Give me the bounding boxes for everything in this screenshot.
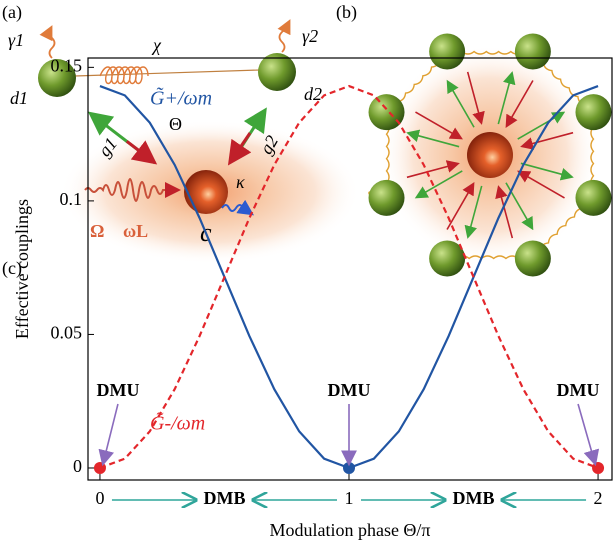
annotation: DMB bbox=[203, 488, 245, 508]
y-axis-label: Effective couplings bbox=[12, 199, 32, 339]
arrow-g1 bbox=[94, 115, 158, 165]
spring bbox=[539, 207, 584, 252]
emitter bbox=[514, 33, 551, 70]
arrow-out bbox=[446, 79, 475, 128]
emitter bbox=[575, 94, 612, 131]
arrow-out bbox=[406, 129, 460, 148]
emitter bbox=[429, 240, 466, 277]
series-line bbox=[99, 84, 599, 470]
panel-label: (c) bbox=[2, 258, 22, 279]
kappa-arrow bbox=[221, 199, 254, 216]
spring bbox=[396, 58, 441, 103]
emitter bbox=[575, 179, 612, 216]
label-gamma1: γ1 bbox=[8, 30, 24, 50]
spring bbox=[542, 61, 587, 106]
label-d1: d1 bbox=[10, 88, 28, 108]
plot-frame bbox=[87, 57, 613, 481]
emitter bbox=[514, 240, 551, 277]
spring bbox=[461, 50, 524, 55]
legend-label: G̃+/ωm bbox=[150, 86, 212, 109]
arrow-out bbox=[520, 162, 574, 181]
point-marker bbox=[93, 461, 106, 474]
legend-label: G̃-/ωm bbox=[150, 411, 205, 434]
emitter bbox=[368, 179, 405, 216]
label-d2: d2 bbox=[304, 84, 322, 104]
arrow-in bbox=[406, 160, 460, 179]
point-marker bbox=[592, 461, 605, 474]
arrow-g2 bbox=[227, 132, 252, 166]
annotation: DMU bbox=[96, 380, 139, 400]
spring bbox=[385, 121, 390, 184]
annotation: DMB bbox=[453, 488, 495, 508]
emitter-d2 bbox=[258, 53, 296, 91]
label-gamma2: γ2 bbox=[302, 26, 318, 46]
panel-c: (c) 0 0.05 0.1 0.15 0 1 2 Effective couplings Mo… bbox=[2, 55, 613, 540]
annotation-arrow bbox=[577, 403, 600, 467]
x-tick-label: 1 bbox=[345, 488, 354, 508]
arrow-in bbox=[446, 182, 475, 230]
arrow-in bbox=[495, 185, 514, 239]
emitter-d1 bbox=[38, 59, 76, 97]
emitter bbox=[429, 33, 466, 70]
arrow-in bbox=[520, 131, 574, 150]
point-marker bbox=[343, 461, 356, 474]
y-tick-label: 0.1 bbox=[60, 189, 83, 209]
spring bbox=[99, 66, 149, 85]
spring bbox=[456, 255, 519, 260]
decay-arrow bbox=[39, 25, 56, 59]
x-tick-label: 2 bbox=[594, 488, 603, 508]
decay-arrow bbox=[277, 19, 291, 53]
annotation-arrow bbox=[98, 403, 119, 467]
cavity bbox=[184, 170, 228, 214]
y-tick-label: 0.15 bbox=[51, 55, 83, 75]
cavity bbox=[467, 132, 513, 178]
label-omega: Ω bbox=[90, 221, 104, 241]
y-tick-label: 0 bbox=[73, 456, 82, 476]
label-theta: Θ bbox=[169, 114, 182, 134]
label-kappa: κ bbox=[236, 172, 245, 192]
y-tick-label: 0.05 bbox=[51, 323, 83, 343]
arrow-in bbox=[466, 71, 485, 125]
label-chi: χ bbox=[151, 35, 162, 55]
arrow-in bbox=[517, 170, 565, 199]
x-tick-label: 0 bbox=[95, 488, 104, 508]
panel-a: (a) γ1 χ γ2 d1 d2 Θ g1 g2 κ Ω ωL c bbox=[2, 2, 360, 264]
arrow-in bbox=[505, 80, 534, 128]
panel-b: (b) bbox=[336, 2, 612, 277]
annotation: DMU bbox=[328, 380, 371, 400]
arrow-out bbox=[497, 71, 516, 125]
label-omegaL: ωL bbox=[123, 221, 148, 241]
drive-pulse bbox=[84, 178, 181, 202]
spring bbox=[590, 126, 595, 189]
arrow-out bbox=[505, 182, 534, 231]
panel-label: (b) bbox=[336, 2, 357, 23]
arrow-out bbox=[414, 170, 463, 199]
panel-label: (a) bbox=[2, 2, 22, 23]
arrow-out bbox=[517, 111, 566, 140]
arrow-in bbox=[415, 111, 463, 140]
annotation: DMU bbox=[557, 380, 600, 400]
emitter bbox=[368, 94, 405, 131]
x-axis-label: Modulation phase Θ/π bbox=[269, 520, 430, 540]
arrow-out bbox=[464, 185, 483, 239]
